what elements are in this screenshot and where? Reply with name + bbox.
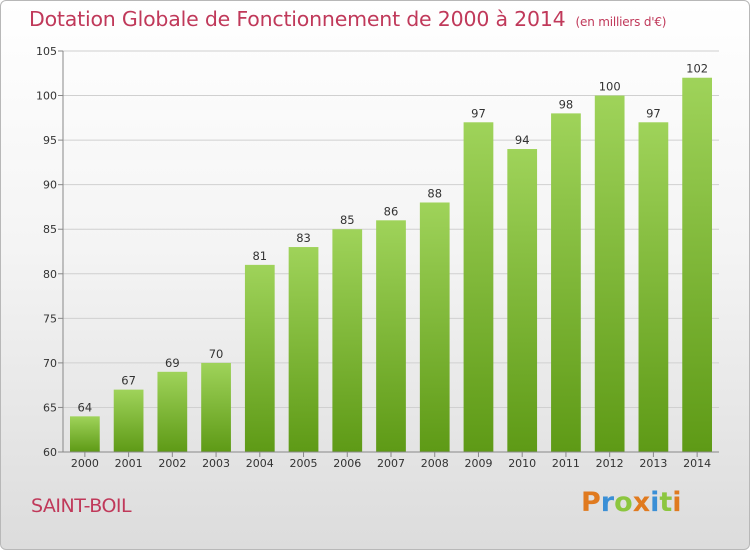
logo-letter: x	[632, 487, 651, 518]
chart-title-text: Dotation Globale de Fonctionnement de 20…	[29, 7, 566, 31]
y-tick-label: 100	[36, 90, 57, 103]
x-tick-label: 2001	[115, 457, 143, 470]
logo-letter: r	[600, 487, 615, 518]
bar	[638, 122, 669, 453]
axes: 60 65 70 75 80 85 90 95 100 105 2000 2001 2002 2003 20…	[36, 45, 719, 470]
value-label: 94	[515, 133, 530, 147]
x-tick-label: 2010	[508, 457, 536, 470]
proxiti-logo: Proxiti	[581, 487, 682, 518]
x-tick-label: 2002	[158, 457, 186, 470]
value-label: 97	[471, 106, 486, 120]
y-tick-label: 90	[43, 179, 57, 192]
value-label: 97	[646, 106, 661, 120]
value-labels: 64 67 69 70 81 83 85 86 88 97 94 98 100 97 102	[78, 62, 709, 415]
chart-title: Dotation Globale de Fonctionnement de 20…	[29, 7, 666, 31]
y-tick-label: 70	[43, 357, 57, 370]
x-tick-label: 2014	[683, 457, 711, 470]
value-label: 70	[209, 347, 224, 361]
y-tick-label: 60	[43, 446, 57, 459]
x-tick-label: 2000	[71, 457, 99, 470]
value-label: 83	[296, 231, 311, 245]
value-label: 67	[121, 374, 136, 388]
x-tick-label: 2005	[290, 457, 318, 470]
value-label: 69	[165, 356, 180, 370]
logo-letter: i	[650, 487, 660, 518]
x-tick-label: 2013	[639, 457, 667, 470]
bar	[113, 389, 144, 452]
bar	[682, 77, 713, 452]
bar	[157, 371, 188, 452]
logo-letter: t	[659, 487, 673, 518]
bar	[201, 362, 231, 452]
logo-letter: o	[614, 487, 633, 518]
y-tick-label: 95	[43, 134, 57, 147]
value-label: 100	[599, 80, 621, 94]
bar	[551, 113, 581, 452]
bar	[69, 416, 100, 452]
bar	[332, 229, 363, 452]
bar	[463, 122, 494, 453]
x-tick-label: 2011	[552, 457, 580, 470]
bar	[244, 264, 275, 452]
x-tick-label: 2008	[421, 457, 449, 470]
bars	[69, 77, 713, 453]
value-label: 102	[686, 62, 708, 76]
x-tick-label: 2007	[377, 457, 405, 470]
bar	[594, 95, 625, 453]
value-label: 86	[384, 204, 399, 218]
x-tick-label: 2004	[246, 457, 274, 470]
y-tick-label: 65	[43, 401, 57, 414]
x-tick-label: 2009	[464, 457, 492, 470]
x-tick-label: 2012	[596, 457, 624, 470]
x-tick-label: 2003	[202, 457, 230, 470]
value-label: 81	[252, 249, 267, 263]
y-tick-label: 80	[43, 268, 57, 281]
value-label: 85	[340, 213, 355, 227]
y-tick-label: 105	[36, 45, 57, 58]
bar	[376, 220, 406, 452]
y-tick-label: 75	[43, 312, 57, 325]
bar	[419, 202, 450, 452]
value-label: 64	[78, 400, 93, 414]
value-label: 88	[427, 186, 442, 200]
bar	[288, 247, 319, 452]
y-tick-label: 85	[43, 223, 57, 236]
value-label: 98	[559, 97, 574, 111]
logo-letter: P	[581, 487, 601, 518]
x-tick-label: 2006	[333, 457, 361, 470]
chart-subtitle: (en milliers d'€)	[575, 15, 667, 29]
bar	[507, 149, 538, 452]
logo-letter: i	[672, 487, 682, 518]
commune-name: SAINT-BOIL	[31, 495, 132, 517]
